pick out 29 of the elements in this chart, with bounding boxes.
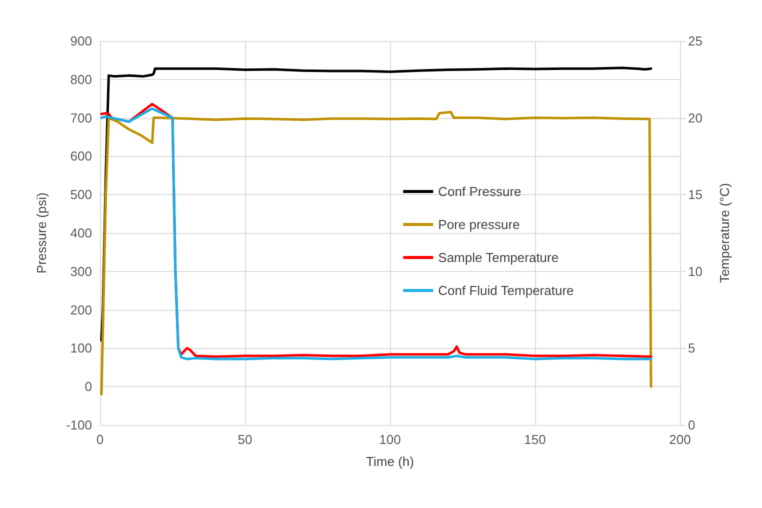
legend-label: Conf Fluid Temperature	[438, 283, 574, 298]
x-tick-label: 100	[379, 432, 401, 447]
y-tick-label: 800	[70, 72, 92, 87]
y-tick-label: 600	[70, 148, 92, 164]
y2-tick-label: 0	[688, 418, 696, 432]
legend-label: Conf Pressure	[438, 184, 522, 199]
y-tick-label: 400	[70, 226, 92, 240]
y-tick-label: 500	[70, 187, 92, 202]
y-axis-title: Pressure (psi)	[34, 192, 49, 274]
x-tick-label: 150	[524, 432, 546, 447]
y-tick-label: 0	[84, 379, 92, 394]
y2-tick-label: 10	[688, 264, 702, 279]
y2-tick-label: 25	[688, 34, 702, 48]
y2-tick-label: 20	[688, 110, 702, 126]
y-tick-label: 900	[70, 34, 92, 48]
y-tick-label: 200	[70, 302, 92, 318]
y2-axis-title: Temperature (°C)	[717, 183, 732, 283]
x-tick-label: 200	[669, 432, 691, 447]
y-tick-label: 700	[70, 110, 92, 126]
legend-label: Sample Temperature	[438, 250, 559, 265]
y-tick-label: 300	[70, 264, 92, 279]
x-tick-label: 50	[238, 432, 252, 447]
x-tick-label: 0	[96, 432, 104, 447]
legend-label: Pore pressure	[438, 217, 520, 232]
x-axis-title: Time (h)	[366, 454, 414, 469]
y-tick-label: -100	[66, 418, 92, 432]
y-tick-label: 100	[70, 340, 92, 356]
y2-tick-label: 5	[688, 340, 696, 356]
y2-tick-label: 15	[688, 187, 702, 202]
